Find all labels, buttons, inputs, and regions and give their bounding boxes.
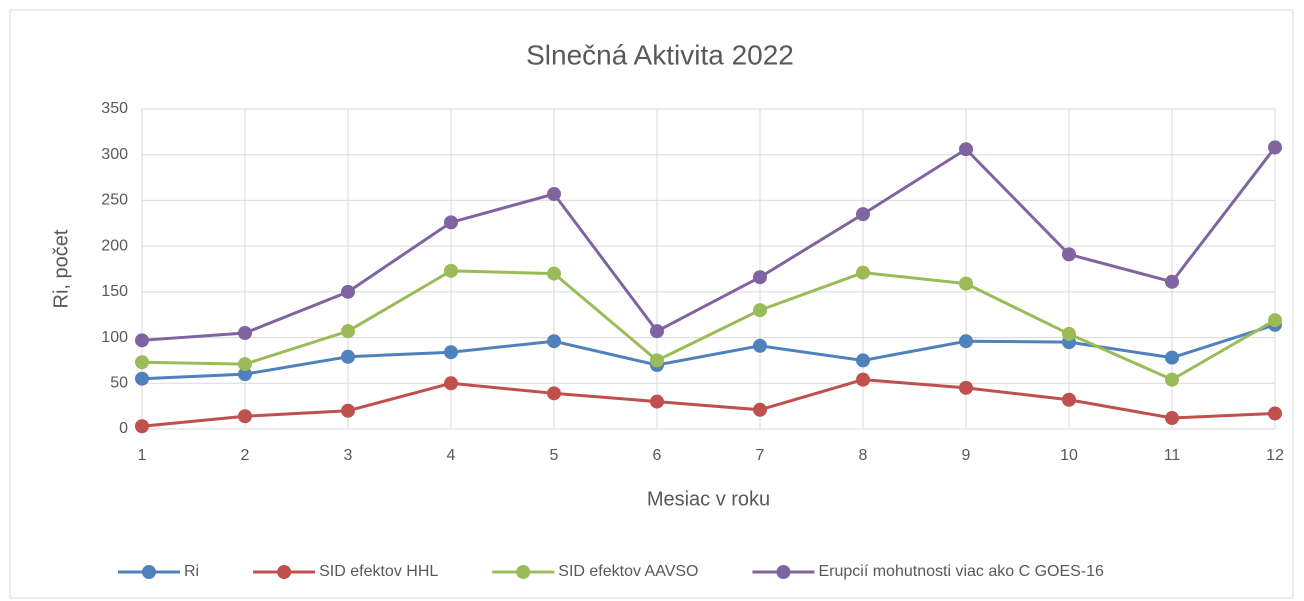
data-point <box>135 333 149 348</box>
data-point <box>959 276 973 291</box>
data-point <box>650 353 664 368</box>
data-point <box>1165 274 1179 289</box>
data-point <box>856 372 870 387</box>
y-tick-label: 150 <box>101 283 128 300</box>
data-point <box>444 345 458 360</box>
legend-label: Erupcií mohutnosti viac ako C GOES-16 <box>818 563 1104 580</box>
y-tick-label: 100 <box>101 329 128 346</box>
chart-title: Slnečná Aktivita 2022 <box>526 39 794 70</box>
legend-marker <box>516 565 531 579</box>
x-tick-label: 9 <box>962 447 971 464</box>
data-point <box>238 409 252 424</box>
x-tick-label: 8 <box>859 447 868 464</box>
legend-label: SID efektov HHL <box>319 563 438 580</box>
x-axis-label: Mesiac v roku <box>647 488 770 510</box>
data-point <box>238 326 252 340</box>
data-point <box>1165 372 1179 387</box>
x-tick-label: 3 <box>344 447 353 464</box>
data-point <box>1062 392 1076 407</box>
data-point <box>444 215 458 230</box>
data-point <box>1062 326 1076 341</box>
data-point <box>856 353 870 368</box>
series-line <box>141 323 1276 381</box>
data-point <box>547 386 561 401</box>
data-point <box>753 270 767 285</box>
data-point <box>856 265 870 280</box>
data-point <box>1268 313 1282 328</box>
data-point <box>1165 411 1179 426</box>
y-tick-label: 50 <box>110 375 128 392</box>
x-tick-label: 12 <box>1266 447 1284 464</box>
legend-marker <box>142 565 156 579</box>
y-tick-label: 350 <box>101 100 128 117</box>
data-point <box>753 338 767 353</box>
data-point <box>238 357 252 372</box>
x-tick-label: 4 <box>447 447 456 464</box>
data-point <box>444 376 458 391</box>
x-tick-label: 6 <box>653 447 662 464</box>
x-tick-label: 1 <box>138 447 147 464</box>
data-point <box>959 380 973 395</box>
data-point <box>1268 140 1282 155</box>
data-point <box>135 419 149 434</box>
data-point <box>753 303 767 318</box>
data-point <box>856 207 870 222</box>
chart-border <box>9 9 1294 599</box>
data-point <box>1268 406 1282 421</box>
data-point <box>341 284 355 299</box>
data-point <box>444 263 458 278</box>
x-tick-label: 5 <box>550 447 559 464</box>
data-point <box>1165 350 1179 365</box>
data-point <box>238 367 252 382</box>
data-point <box>341 403 355 418</box>
y-tick-label: 200 <box>101 237 128 254</box>
series-line <box>141 146 1277 342</box>
y-tick-label: 250 <box>101 192 128 209</box>
data-point <box>1062 247 1076 262</box>
legend-marker <box>277 565 292 579</box>
data-point <box>547 334 561 349</box>
data-point <box>959 142 973 157</box>
x-tick-label: 10 <box>1060 447 1078 464</box>
x-tick-label: 2 <box>241 447 250 464</box>
series-line <box>141 269 1276 382</box>
y-axis-label: Ri, počet <box>50 229 72 308</box>
data-point <box>135 371 149 386</box>
y-tick-label: 0 <box>119 420 128 437</box>
x-tick-label: 11 <box>1164 447 1181 464</box>
data-point <box>959 334 973 349</box>
legend-label: Ri <box>184 563 199 580</box>
data-point <box>135 355 149 370</box>
data-point <box>650 324 664 339</box>
y-tick-label: 300 <box>101 146 128 163</box>
data-point <box>753 402 767 417</box>
data-point <box>547 187 561 202</box>
series-line <box>141 378 1276 428</box>
data-point <box>547 266 561 281</box>
data-point <box>341 349 355 364</box>
data-point <box>650 394 664 409</box>
x-tick-label: 7 <box>756 447 765 464</box>
legend-marker <box>776 565 791 579</box>
legend-label: SID efektov AAVSO <box>558 563 698 580</box>
data-point <box>341 324 355 339</box>
